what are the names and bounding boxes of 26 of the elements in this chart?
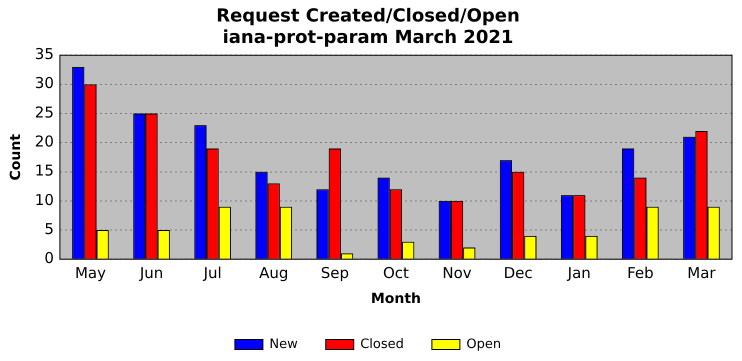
y-tick-label: 20 <box>34 132 54 151</box>
x-tick-label: Jul <box>202 264 222 282</box>
x-tick-label: Jan <box>566 264 591 282</box>
chart-title: Request Created/Closed/Open <box>216 5 520 26</box>
y-tick-label: 10 <box>34 190 54 209</box>
x-tick-label: Aug <box>259 264 288 282</box>
x-tick-label: Sep <box>320 264 349 282</box>
y-tick-label: 15 <box>34 162 54 180</box>
y-tick-label: 0 <box>44 249 54 268</box>
x-axis-title: Month <box>370 291 422 308</box>
chart-subtitle: iana-prot-param March 2021 <box>222 27 514 48</box>
y-tick-label: 30 <box>34 74 54 92</box>
y-tick-label: 25 <box>34 103 54 122</box>
y-tick-label: 5 <box>44 220 54 238</box>
x-tick-label: Nov <box>442 264 472 282</box>
x-tick-label: Mar <box>687 264 716 282</box>
legend-label: Open <box>466 336 502 352</box>
x-tick-label: May <box>74 264 106 282</box>
x-tick-label: Feb <box>627 264 654 282</box>
x-tick-label: Oct <box>382 264 410 282</box>
legend-label: New <box>269 336 298 352</box>
y-axis-title: Count <box>8 134 24 180</box>
y-tick-label: 35 <box>34 45 54 64</box>
x-tick-label: Dec <box>504 264 533 282</box>
legend-label: Closed <box>360 336 404 352</box>
x-tick-label: Jun <box>138 264 164 282</box>
